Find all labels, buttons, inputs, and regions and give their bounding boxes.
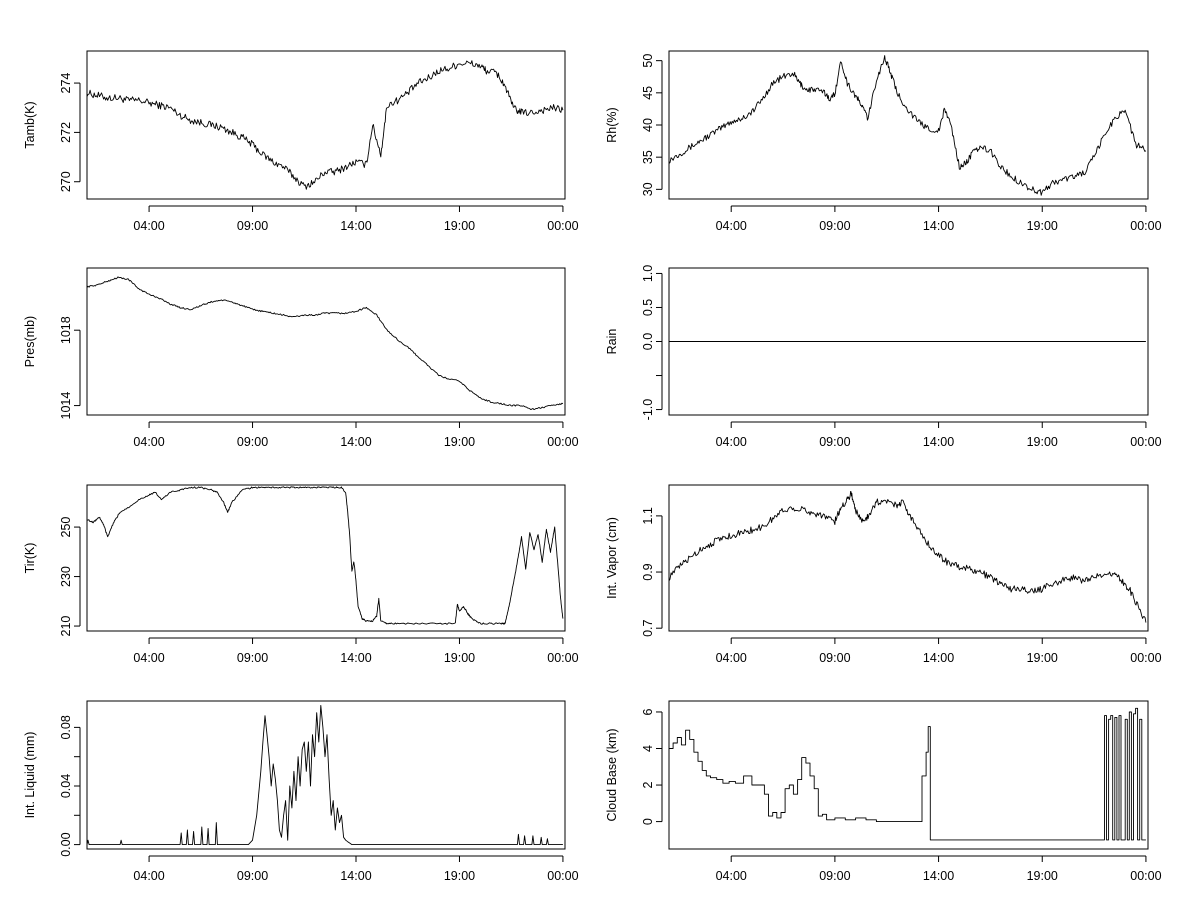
y-tick-label: 0.0 (641, 333, 655, 350)
x-tick-label: 04:00 (133, 435, 164, 449)
x-tick-label: 09:00 (237, 869, 268, 883)
x-tick-label: 09:00 (237, 651, 268, 665)
x-tick-label: 00:00 (547, 219, 578, 233)
x-tick-label: 04:00 (133, 869, 164, 883)
y-tick-label: 272 (59, 122, 73, 143)
series-line-int-vapor-cm (668, 490, 1147, 623)
y-tick-label: 1.0 (641, 265, 655, 282)
x-tick-label: 19:00 (444, 869, 475, 883)
y-axis-label: Int. Liquid (mm) (23, 732, 37, 819)
x-tick-label: 14:00 (923, 869, 954, 883)
panel-pres-mb: 1014 1018 Pres(mb) 04:00 09:00 14:00 19:00 00:0… (23, 267, 579, 449)
x-tick-label: 09:00 (237, 435, 268, 449)
x-tick-label: 00:00 (1130, 869, 1161, 883)
y-tick-label: 0.08 (59, 715, 73, 739)
y-tick-label: 40 (641, 118, 655, 132)
plot-frame (668, 484, 1149, 632)
x-tick-label: 14:00 (340, 869, 371, 883)
y-axis-label: Rain (605, 329, 619, 355)
x-tick-label: 19:00 (1027, 219, 1058, 233)
y-axis-label: Int. Vapor (cm) (605, 517, 619, 599)
y-axis-label: Tir(K) (23, 543, 37, 574)
y-tick-label: 1.1 (641, 507, 655, 524)
plot-frame (86, 267, 566, 416)
y-tick-label: 0.9 (641, 563, 655, 580)
x-tick-label: 04:00 (716, 651, 747, 665)
x-tick-label: 14:00 (923, 219, 954, 233)
plot-frame (668, 50, 1149, 200)
x-tick-label: 00:00 (1130, 435, 1161, 449)
y-axis-label: Cloud Base (km) (605, 728, 619, 821)
y-tick-label: 0.5 (641, 299, 655, 316)
x-tick-label: 04:00 (716, 435, 747, 449)
series-line-pres-mb (86, 276, 564, 411)
x-tick-label: 19:00 (1027, 651, 1058, 665)
y-tick-label: 4 (641, 745, 655, 752)
y-axis-label: Pres(mb) (23, 316, 37, 367)
x-tick-label: 09:00 (819, 219, 850, 233)
series-line-tamb-k (86, 60, 564, 190)
y-tick-label: 0 (641, 818, 655, 825)
x-tick-label: 04:00 (133, 651, 164, 665)
plot-frame (86, 700, 566, 850)
x-tick-label: 14:00 (340, 435, 371, 449)
x-tick-label: 09:00 (819, 869, 850, 883)
x-tick-label: 00:00 (547, 651, 578, 665)
panel-rh: 30 35 40 45 50 Rh(%) 04:00 09:00 14:00 19:00 00:00 (605, 50, 1162, 233)
x-tick-label: 19:00 (444, 651, 475, 665)
y-tick-label: 230 (59, 566, 73, 587)
y-tick-label: 2 (641, 782, 655, 789)
panel-rain: -1.0 0.0 0.5 1.0 Rain 04:00 09:00 14:00 19:00 00:… (605, 265, 1162, 449)
x-tick-label: 04:00 (716, 869, 747, 883)
x-tick-label: 09:00 (819, 435, 850, 449)
y-tick-label: 30 (641, 182, 655, 196)
series-line-tir-k (86, 486, 564, 625)
x-tick-label: 19:00 (1027, 435, 1058, 449)
series-line-rh (668, 55, 1147, 196)
x-tick-label: 00:00 (547, 869, 578, 883)
x-tick-label: 14:00 (923, 651, 954, 665)
x-tick-label: 09:00 (819, 651, 850, 665)
x-tick-label: 09:00 (237, 219, 268, 233)
panel-tir-k: 210 230 250 Tir(K) 04:00 09:00 14:00 19:00 00:00 (23, 484, 579, 665)
y-tick-label: 6 (641, 708, 655, 715)
x-tick-label: 14:00 (340, 219, 371, 233)
y-tick-label: 210 (59, 616, 73, 637)
y-tick-label: 35 (641, 150, 655, 164)
plot-frame (86, 484, 566, 632)
panel-cloud-base-km: 0 2 4 6 Cloud Base (km) 04:00 09:00 14:00 19:00 0… (605, 700, 1162, 883)
series-line-int-liquid-mm (86, 704, 563, 846)
y-tick-label: 0.7 (641, 619, 655, 636)
y-tick-label: 270 (59, 171, 73, 192)
y-axis-label: Tamb(K) (23, 101, 37, 148)
x-tick-label: 14:00 (340, 651, 371, 665)
x-tick-label: 19:00 (1027, 869, 1058, 883)
y-tick-label: 250 (59, 517, 73, 538)
series-line-cloud-base-km (669, 707, 1146, 841)
y-axis-label: Rh(%) (605, 107, 619, 142)
y-tick-label: 50 (641, 54, 655, 68)
panel-int-vapor-cm: 0.7 0.9 1.1 Int. Vapor (cm) 04:00 09:00 14:00 1… (605, 484, 1162, 665)
plot-frame (668, 700, 1149, 850)
panel-int-liquid-mm: 0.00 0.04 0.08 Int. Liquid (mm) 04:00 09:00 14… (23, 700, 579, 883)
plot-frame (86, 50, 566, 200)
y-tick-label: 45 (641, 86, 655, 100)
x-tick-label: 00:00 (1130, 651, 1161, 665)
x-tick-label: 19:00 (444, 435, 475, 449)
x-tick-label: 00:00 (1130, 219, 1161, 233)
x-tick-label: 19:00 (444, 219, 475, 233)
x-tick-label: 14:00 (923, 435, 954, 449)
y-tick-label: 1018 (59, 316, 73, 344)
y-tick-label: 1014 (59, 392, 73, 420)
y-tick-label: 274 (59, 73, 73, 94)
x-tick-label: 04:00 (716, 219, 747, 233)
x-tick-label: 04:00 (133, 219, 164, 233)
x-tick-label: 00:00 (547, 435, 578, 449)
panel-tamb-k: 270 272 274 Tamb(K) 04:00 09:00 14:00 19:00 00:0… (23, 50, 579, 233)
y-tick-label: -1.0 (641, 399, 655, 421)
y-tick-label: 0.00 (59, 832, 73, 856)
y-tick-label: 0.04 (59, 774, 73, 798)
